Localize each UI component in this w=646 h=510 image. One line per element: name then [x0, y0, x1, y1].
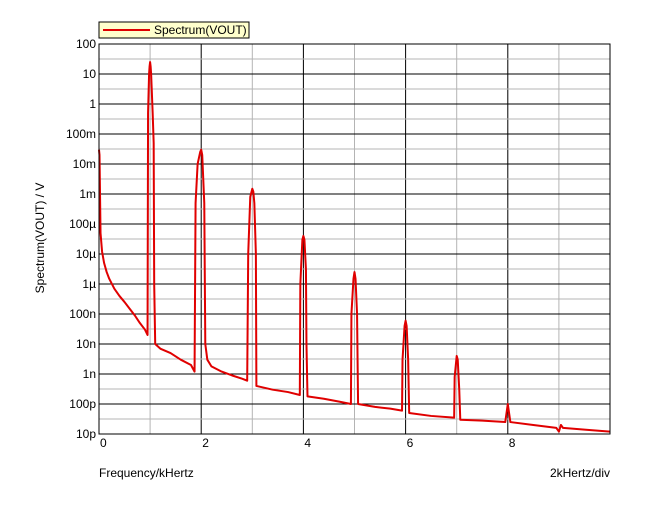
x-tick-label: 2	[202, 436, 209, 450]
y-tick-labels: 100 10 1 100m 10m 1m 100µ 10µ 1µ 100n 10n 1n 100p 10p	[66, 37, 96, 441]
x-tick-label: 6	[407, 436, 414, 450]
x-division-label: 2kHertz/div	[550, 466, 610, 480]
x-tick-label: 4	[304, 436, 311, 450]
y-tick-label: 100µ	[69, 217, 96, 231]
y-axis-label: Spectrum(VOUT) / V	[33, 183, 47, 294]
legend-box	[98, 21, 250, 39]
legend-label: Spectrum(VOUT)	[154, 23, 247, 37]
y-tick-label: 1	[89, 97, 96, 111]
y-tick-label: 100p	[69, 397, 96, 411]
x-tick-label: 0	[100, 436, 107, 450]
y-tick-label: 10µ	[76, 247, 96, 261]
legend[interactable]: Spectrum(VOUT)	[98, 21, 250, 39]
y-tick-label: 1m	[79, 187, 96, 201]
y-tick-label: 10p	[76, 427, 96, 441]
x-axis-label: Frequency/kHertz	[99, 466, 194, 480]
series-line-spectrum-vout	[98, 61, 611, 433]
y-tick-label: 1µ	[82, 277, 96, 291]
y-tick-label: 100m	[66, 127, 96, 141]
y-tick-label: 10n	[76, 337, 96, 351]
y-tick-label: 100	[76, 37, 96, 51]
plot-border	[98, 43, 611, 435]
y-tick-label: 10m	[73, 157, 96, 171]
grid	[99, 44, 610, 434]
y-tick-label: 10	[83, 67, 97, 81]
x-tick-labels: 0 2 4 6 8	[100, 436, 516, 450]
series-layer	[98, 61, 611, 433]
y-tick-label: 100n	[69, 307, 96, 321]
x-tick-label: 8	[509, 436, 516, 450]
y-tick-label: 1n	[83, 367, 96, 381]
